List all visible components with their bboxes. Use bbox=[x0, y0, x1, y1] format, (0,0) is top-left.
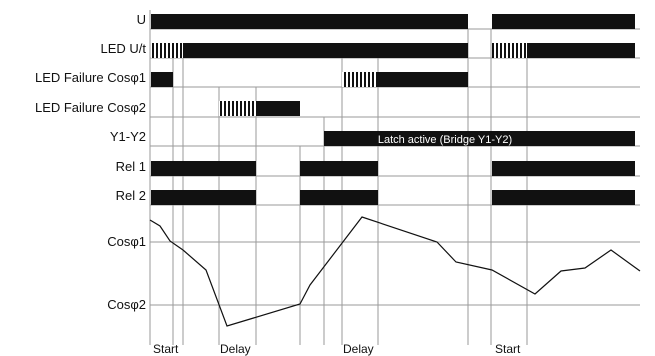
row-rel2-bars bbox=[151, 190, 635, 205]
label-led-ut: LED U/t bbox=[100, 41, 146, 56]
row-led-ut-bars bbox=[151, 43, 635, 58]
latch-active-text: Latch active (Bridge Y1-Y2) bbox=[378, 134, 512, 146]
event-delay-2: Delay bbox=[343, 342, 374, 356]
event-start-2: Start bbox=[495, 342, 521, 356]
cos-phi-curve bbox=[149, 216, 641, 327]
label-led-failure-cos1: LED Failure Cosφ1 bbox=[34, 70, 146, 85]
row-u-bars bbox=[151, 14, 635, 29]
label-led-failure-cos2: LED Failure Cosφ2 bbox=[34, 100, 146, 115]
row-y1-y2-bar bbox=[324, 131, 635, 146]
event-start-1: Start bbox=[153, 342, 179, 356]
event-delay-1: Delay bbox=[220, 342, 251, 356]
label-rel2: Rel 2 bbox=[115, 188, 146, 203]
row-rel1-bars bbox=[151, 161, 635, 176]
row-led-failure-cos1-bars bbox=[151, 72, 468, 87]
label-y1-y2: Y1-Y2 bbox=[109, 129, 146, 144]
label-cos-phi1: Cosφ1 bbox=[107, 234, 146, 249]
label-cos-phi2: Cosφ2 bbox=[107, 297, 146, 312]
row-led-failure-cos2-bars bbox=[219, 101, 300, 116]
label-rel1: Rel 1 bbox=[115, 159, 146, 174]
label-u: U bbox=[136, 12, 146, 27]
event-lines bbox=[149, 10, 528, 345]
